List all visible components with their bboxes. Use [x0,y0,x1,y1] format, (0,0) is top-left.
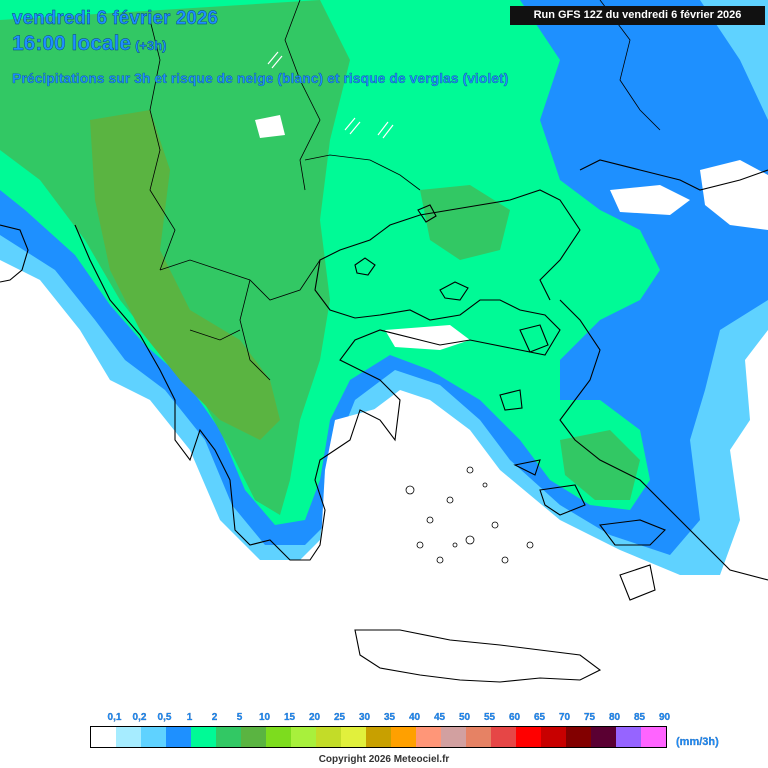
legend-swatch [291,727,316,747]
legend-swatch [341,727,366,747]
legend-color-bar [90,726,667,748]
snow-zone-5 [255,115,285,138]
legend-swatch [516,727,541,747]
legend-swatch [91,727,116,747]
precip-zone-medgreen-se [560,430,640,500]
legend-label: 70 [558,712,571,723]
legend-label: 1 [186,712,193,723]
legend-label: 15 [283,712,296,723]
legend-swatch [641,727,666,747]
legend-swatch [316,727,341,747]
borders [149,0,661,381]
legend-swatch [116,727,141,747]
legend-swatch [441,727,466,747]
snow-hatch [267,51,394,139]
legend-label: 90 [658,712,671,723]
legend-swatch [466,727,491,747]
legend-label: 60 [508,712,521,723]
legend-swatch [241,727,266,747]
forecast-time: 16:00 locale (+3h) [12,32,167,56]
forecast-date: vendredi 6 février 2026 [12,8,218,29]
legend-swatch [416,727,441,747]
legend-label: 20 [308,712,321,723]
snow-zone-2 [610,185,690,215]
legend-swatch [266,727,291,747]
legend-label: 55 [483,712,496,723]
legend-label: 80 [608,712,621,723]
snow-zone-3 [700,160,768,230]
run-info-box: Run GFS 12Z du vendredi 6 février 2026 [510,6,765,25]
legend-label: 5 [236,712,243,723]
legend-swatch [391,727,416,747]
legend-label: 25 [333,712,346,723]
legend-swatch [616,727,641,747]
legend-swatch [491,727,516,747]
legend-swatch [166,727,191,747]
legend-swatch [141,727,166,747]
legend-label: 50 [458,712,471,723]
legend-swatch [541,727,566,747]
legend-label: 10 [258,712,271,723]
legend-label: 65 [533,712,546,723]
coastlines [0,159,768,683]
legend-swatch [591,727,616,747]
legend-label: 30 [358,712,371,723]
forecast-time-value: 16:00 locale [12,32,132,55]
legend-label: 40 [408,712,421,723]
legend-label: 0,5 [157,712,172,723]
legend-label: 85 [633,712,646,723]
legend-label: 75 [583,712,596,723]
legend-labels: 0,1 0,2 0,5 1 2 5 10 15 20 25 30 35 40 45 50 55 60 65 70 75… [90,712,690,726]
legend-unit: (mm/3h) [676,736,719,748]
legend-swatch [191,727,216,747]
legend-label: 35 [383,712,396,723]
precip-legend: 0,1 0,2 0,5 1 2 5 10 15 20 25 30 35 40 45 50 55 60 65 70 75… [90,712,690,748]
precip-zone-darkgreen [90,110,280,440]
legend-swatch [216,727,241,747]
legend-label: 2 [211,712,218,723]
legend-swatch [566,727,591,747]
legend-swatch [366,727,391,747]
islands [405,466,534,564]
legend-label: 0,1 [107,712,122,723]
south-sea [0,520,768,768]
map-description: Précipitations sur 3h et risque de neige… [12,70,509,86]
legend-label: 0,2 [132,712,147,723]
legend-label: 45 [433,712,446,723]
forecast-offset: (+3h) [135,38,167,53]
copyright: Copyright 2026 Meteociel.fr [318,754,450,765]
